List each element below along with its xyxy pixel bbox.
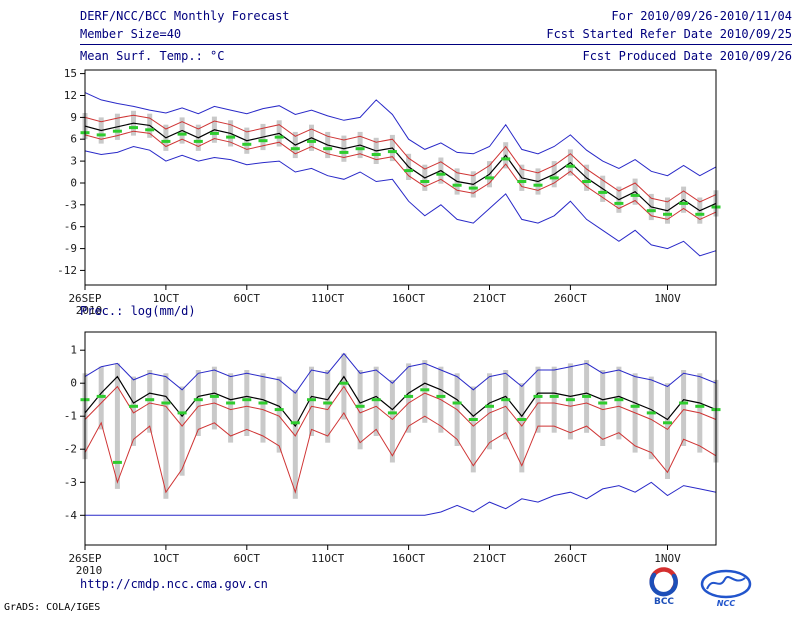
x-tick-label: 1NOV xyxy=(654,552,681,565)
y-tick-label: -3 xyxy=(64,476,77,489)
x-tick-label: 26SEP xyxy=(68,292,101,305)
plot-title: DERF/NCC/BCC Monthly Forecast xyxy=(80,9,290,23)
ncc-logo-script xyxy=(706,576,746,590)
ensemble-spread-bar xyxy=(551,366,557,433)
y-tick-label: 12 xyxy=(64,89,77,102)
x-tick-label: 26SEP xyxy=(68,552,101,565)
y-tick-label: 9 xyxy=(70,111,77,124)
bcc-logo-blue-swirl xyxy=(649,572,678,597)
x-tick-label: 1OCT xyxy=(153,552,180,565)
ensemble-spread-bar xyxy=(325,370,331,443)
bcc-logo-label: BCC xyxy=(654,597,674,606)
y-tick-label: -2 xyxy=(64,443,77,456)
x-tick-label: 1OCT xyxy=(153,292,180,305)
x-tick-label: 6OCT xyxy=(234,292,261,305)
header-divider xyxy=(80,44,792,45)
ensemble-spread-bar xyxy=(470,386,476,473)
source-url: http://cmdp.ncc.cma.gov.cn xyxy=(80,577,268,591)
x-tick-label: 21OCT xyxy=(473,552,506,565)
series-ensemble-min xyxy=(85,481,717,516)
ensemble-spread-bar xyxy=(503,370,509,440)
y-tick-label: 0 xyxy=(70,377,77,390)
ensemble-spread-bar xyxy=(131,376,136,446)
ensemble-spread-bar xyxy=(179,386,185,476)
bcc-logo-icon: BCC xyxy=(649,567,678,606)
x-tick-label: 26OCT xyxy=(554,292,587,305)
x-tick-label: 16OCT xyxy=(392,292,425,305)
ensemble-spread-bar xyxy=(292,389,298,499)
temperature-chart-label: Mean Surf. Temp.: °C xyxy=(80,49,225,63)
series-upper-quartile xyxy=(84,385,717,437)
x-tick-label: 11OCT xyxy=(311,552,344,565)
x-tick-label: 6OCT xyxy=(234,552,261,565)
series-lower-quartile xyxy=(84,411,717,494)
series-ensemble-min xyxy=(84,145,717,257)
forecast-range-label: For 2010/09/26-2010/11/04 xyxy=(611,9,792,23)
ncc-logo-icon: NCC xyxy=(700,569,752,608)
series-ensemble-mean xyxy=(84,122,717,212)
ensemble-spread-bar xyxy=(567,363,573,440)
ensemble-spread-bar xyxy=(244,370,250,436)
ensemble-spread-bar xyxy=(648,376,654,460)
y-tick-label: -12 xyxy=(57,264,77,277)
ensemble-spread-bar xyxy=(114,363,120,489)
precip-chart-label: Prec.: log(mm/d) xyxy=(80,304,196,318)
ensemble-spread-bar xyxy=(389,379,395,463)
member-size-label: Member Size=40 xyxy=(80,27,182,41)
ensemble-spread-bar xyxy=(665,383,670,479)
x-tick-label: 1NOV xyxy=(654,292,681,305)
series-lower-quartile xyxy=(84,130,717,220)
ensemble-spread-bar xyxy=(163,373,169,499)
series-upper-quartile xyxy=(84,114,717,203)
series-ensemble-max xyxy=(84,92,717,177)
x-tick-sublabel: 2010 xyxy=(76,304,103,317)
ensemble-spread-bar xyxy=(519,383,525,473)
ensemble-spread-bar xyxy=(616,366,622,440)
ensemble-spread-bar xyxy=(276,376,282,453)
x-tick-sublabel: 2010 xyxy=(76,564,103,577)
ensemble-spread-bar xyxy=(535,366,541,433)
ensemble-spread-bar xyxy=(260,373,266,443)
plot-frame xyxy=(84,331,717,546)
ensemble-spread-bar xyxy=(487,373,492,450)
ensemble-spread-bar xyxy=(228,373,234,443)
ensemble-spread-bar xyxy=(309,366,314,436)
x-tick-label: 26OCT xyxy=(554,552,587,565)
x-tick-label: 16OCT xyxy=(392,552,425,565)
plot-frame xyxy=(84,69,717,286)
y-tick-label: -9 xyxy=(64,242,77,255)
y-tick-label: -6 xyxy=(64,220,77,233)
series-ensemble-max xyxy=(84,352,717,394)
y-tick-label: 1 xyxy=(70,344,77,357)
series-ensemble-mean xyxy=(84,375,717,428)
produced-date-label: Fcst Produced Date 2010/09/26 xyxy=(582,49,792,63)
x-tick-label: 21OCT xyxy=(473,292,506,305)
y-tick-label: 15 xyxy=(64,67,77,80)
ensemble-spread-bar xyxy=(147,370,153,433)
ensemble-spread-bar xyxy=(406,363,412,433)
bcc-logo-red-swirl xyxy=(649,567,678,592)
ensemble-spread-bar xyxy=(373,366,379,436)
ncc-logo-label: NCC xyxy=(717,599,736,608)
y-tick-label: 3 xyxy=(70,155,77,168)
grads-stamp: GrADS: COLA/IGES xyxy=(4,602,101,613)
refer-date-label: Fcst Started Refer Date 2010/09/25 xyxy=(546,27,792,41)
y-tick-label: -4 xyxy=(64,509,78,522)
ensemble-spread-bar xyxy=(681,370,687,446)
ensemble-spread-bar xyxy=(600,370,606,446)
y-tick-label: 0 xyxy=(70,176,77,189)
ncc-logo-ring xyxy=(700,569,752,599)
ensemble-spread-bar xyxy=(422,360,428,423)
ensemble-spread-bar xyxy=(98,366,104,430)
y-tick-label: -1 xyxy=(64,410,77,423)
y-tick-label: 6 xyxy=(70,133,77,146)
ensemble-spread-bar xyxy=(357,370,363,450)
x-tick-label: 11OCT xyxy=(311,292,344,305)
ensemble-spread-bar xyxy=(211,366,217,430)
y-tick-label: -3 xyxy=(64,198,77,211)
ensemble-spread-bar xyxy=(195,370,201,436)
